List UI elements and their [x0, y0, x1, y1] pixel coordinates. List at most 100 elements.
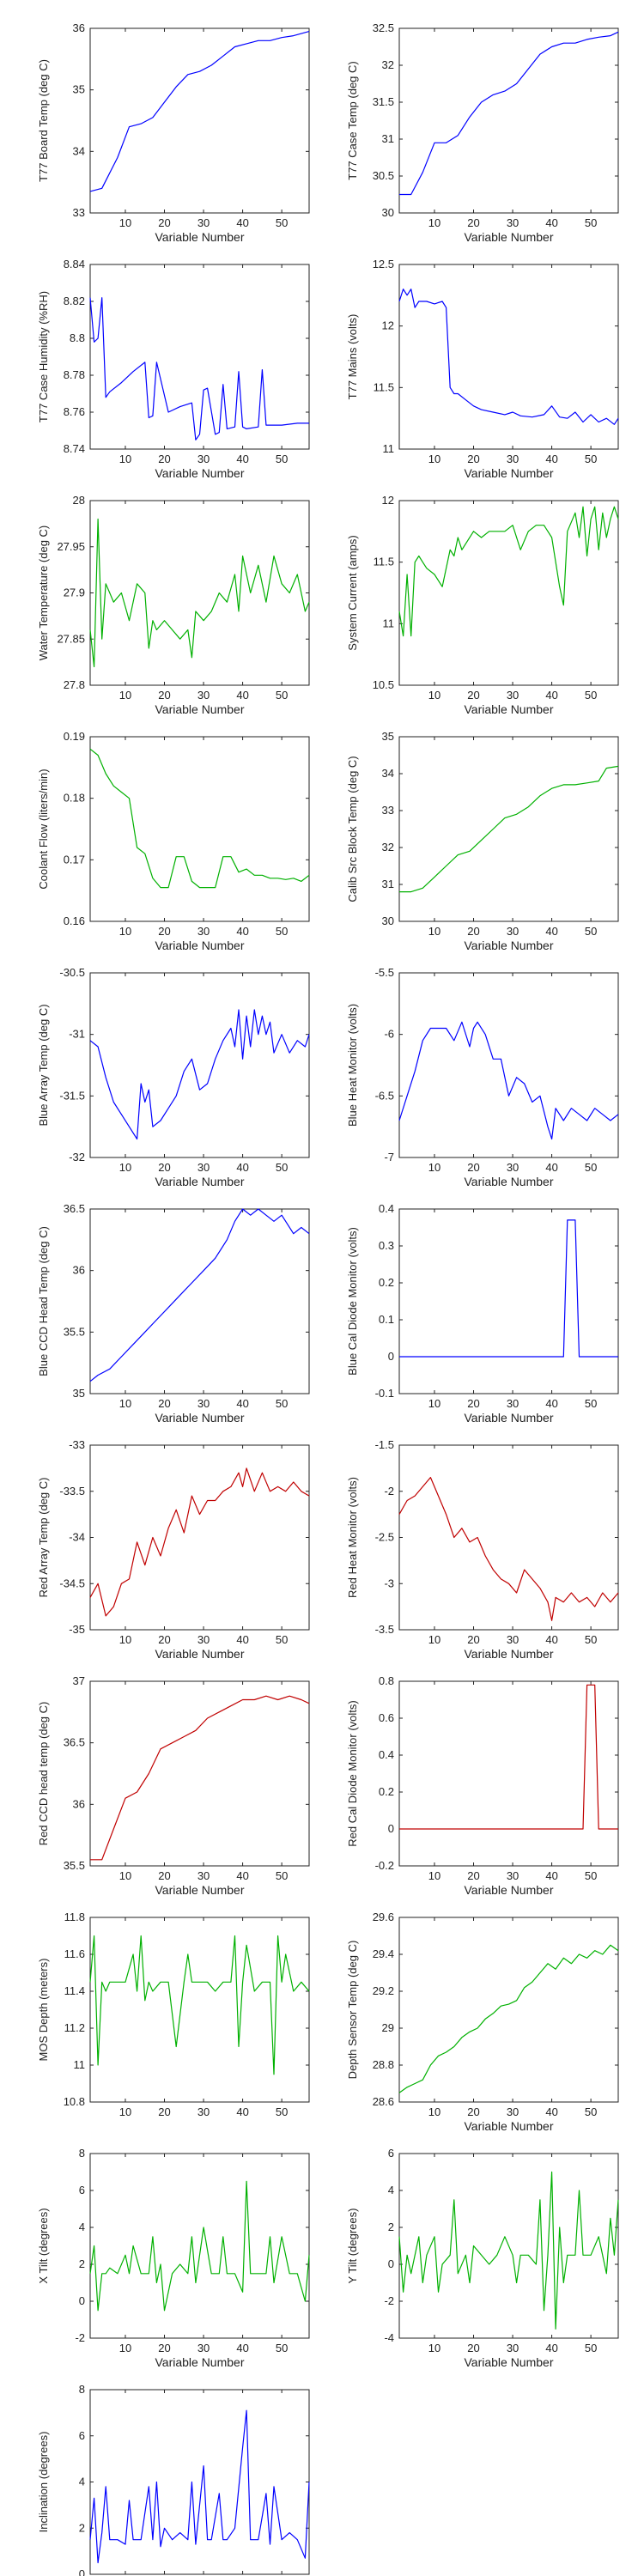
y-tick-label: -7: [384, 1151, 394, 1163]
x-tick-label: 40: [236, 2342, 248, 2354]
x-tick-label: 20: [467, 925, 479, 938]
y-tick-label: 31.5: [373, 95, 394, 108]
y-tick-label: -31.5: [59, 1089, 85, 1102]
y-axis-label: Water Temperature (deg C): [37, 526, 50, 661]
y-tick-label: 35: [73, 1387, 85, 1400]
x-tick-label: 50: [585, 1633, 597, 1646]
y-tick-label: 29.6: [373, 1911, 394, 1923]
x-tick-label: 30: [507, 1397, 519, 1410]
x-tick-label: 40: [545, 1633, 557, 1646]
x-tick-label: 30: [507, 216, 519, 229]
y-tick-label: 32: [382, 841, 394, 854]
x-axis-label: Variable Number: [155, 1411, 244, 1425]
y-tick-label: 28: [73, 494, 85, 507]
chart-panel: 10 20 30 40 50 11 11.5 12 12.5 Variable Number T77…: [346, 258, 619, 480]
x-tick-label: 40: [236, 1633, 248, 1646]
chart-panel: 10 20 30 40 50 -2 0 2 4 6 8 Variable Number X Tilt (…: [37, 2147, 310, 2369]
y-tick-label: 6: [388, 2147, 394, 2160]
y-tick-label: 0.4: [379, 1202, 394, 1215]
x-tick-label: 30: [197, 2105, 210, 2118]
y-tick-label: 12.5: [373, 258, 394, 270]
x-tick-label: 50: [276, 1633, 288, 1646]
y-tick-label: 4: [388, 2184, 394, 2196]
y-axis-label: X Tilt (degrees): [37, 2208, 50, 2283]
x-tick-label: 40: [545, 1397, 557, 1410]
y-tick-label: 8.84: [64, 258, 85, 270]
x-axis-label: Variable Number: [155, 1883, 244, 1897]
series-line: [399, 31, 619, 196]
axes-box: [398, 1917, 619, 2103]
y-tick-label: 36: [73, 1797, 85, 1810]
y-tick-label: -31: [69, 1028, 85, 1041]
x-tick-label: 10: [428, 1161, 440, 1174]
y-axis-label: Blue Array Temp (deg C): [37, 1004, 50, 1126]
y-tick-label: 0.3: [379, 1239, 394, 1252]
y-tick-label: 0.8: [379, 1674, 394, 1687]
x-tick-label: 20: [158, 2342, 170, 2354]
x-tick-label: 10: [428, 2105, 440, 2118]
x-tick-label: 40: [545, 2342, 557, 2354]
chart-panel: 10 20 30 40 50 -32 -31.5 -31 -30.5 Variable Numbe…: [37, 966, 310, 1188]
y-tick-label: 0: [79, 2294, 85, 2307]
x-axis-label: Variable Number: [464, 466, 553, 480]
y-tick-label: 37: [73, 1674, 85, 1687]
axes-box: [89, 1444, 310, 1631]
y-tick-label: -0.1: [375, 1387, 394, 1400]
y-axis-label: T77 Mains (volts): [346, 314, 359, 400]
y-tick-label: 0.19: [64, 730, 85, 743]
x-tick-label: 40: [236, 1397, 248, 1410]
x-tick-label: 20: [158, 1869, 170, 1882]
chart-panel: 10 20 30 40 50 35 35.5 36 36.5 Variable Number Blu…: [37, 1202, 310, 1425]
x-tick-label: 30: [507, 925, 519, 938]
y-tick-label: 10.8: [64, 2095, 85, 2108]
x-axis-label: Variable Number: [464, 1175, 553, 1188]
x-tick-label: 30: [197, 1869, 210, 1882]
y-tick-label: 30: [382, 914, 394, 927]
x-axis-label: Variable Number: [155, 2355, 244, 2369]
series-line: [398, 2171, 619, 2330]
y-tick-label: 27.8: [64, 678, 85, 691]
x-axis-label: Variable Number: [155, 702, 244, 716]
x-tick-label: 50: [585, 925, 597, 938]
x-tick-label: 20: [158, 216, 170, 229]
x-axis-label: Variable Number: [155, 1175, 244, 1188]
x-tick-label: 10: [119, 925, 131, 938]
y-tick-label: 27.9: [64, 586, 85, 599]
y-tick-label: 35.5: [64, 1325, 85, 1338]
axes-box: [398, 264, 619, 450]
x-tick-label: 10: [119, 1161, 131, 1174]
y-tick-label: -4: [384, 2331, 394, 2344]
x-tick-label: 30: [197, 216, 210, 229]
chart-panel: 10 20 30 40 50 35.5 36 36.5 37 Variable Number Red…: [37, 1674, 310, 1897]
y-axis-label: Inclination (degrees): [37, 2432, 50, 2533]
chart-panel: 10 20 30 40 50 8.74 8.76 8.78 8.8 8.82 8.84 Variabl…: [37, 258, 310, 480]
y-tick-label: -0.2: [375, 1859, 394, 1872]
series-line: [89, 748, 310, 889]
y-axis-label: Red Heat Monitor (volts): [346, 1477, 359, 1598]
x-tick-label: 40: [545, 1869, 557, 1882]
x-tick-label: 10: [119, 689, 131, 702]
x-tick-label: 20: [467, 453, 479, 465]
y-axis-label: Blue Heat Monitor (volts): [346, 1004, 359, 1127]
y-axis-label: Calib Src Block Temp (deg C): [346, 756, 359, 902]
chart-panel: 10 20 30 40 50 -0.1 0 0.1 0.2 0.3 0.4 Variable Numb…: [346, 1202, 619, 1425]
x-tick-label: 50: [276, 216, 288, 229]
chart-panel: 102030405002468Variable NumberInclinatio…: [37, 2383, 310, 2576]
x-tick-label: 50: [276, 689, 288, 702]
axes-box: [89, 27, 310, 214]
axes-box: [398, 27, 619, 214]
x-tick-label: 30: [507, 1633, 519, 1646]
x-axis-label: Variable Number: [464, 1411, 553, 1425]
y-axis-label: T77 Case Humidity (%RH): [37, 291, 50, 422]
series-line: [398, 289, 619, 425]
x-tick-label: 40: [236, 1869, 248, 1882]
x-tick-label: 20: [158, 1397, 170, 1410]
chart-panel: 10 20 30 40 50 10.5 11 11.5 12 Variable Number Sys…: [346, 494, 619, 716]
x-axis-label: Variable Number: [464, 230, 553, 244]
y-tick-label: 6: [79, 2184, 85, 2196]
y-tick-label: 11.5: [374, 380, 394, 393]
y-tick-label: 8: [79, 2383, 85, 2396]
chart-panel: 10 20 30 40 50 30 30.5 31 31.5 32 32.5 Variable Num…: [346, 21, 619, 244]
x-tick-label: 50: [276, 2105, 288, 2118]
y-tick-label: -2: [384, 2294, 394, 2307]
